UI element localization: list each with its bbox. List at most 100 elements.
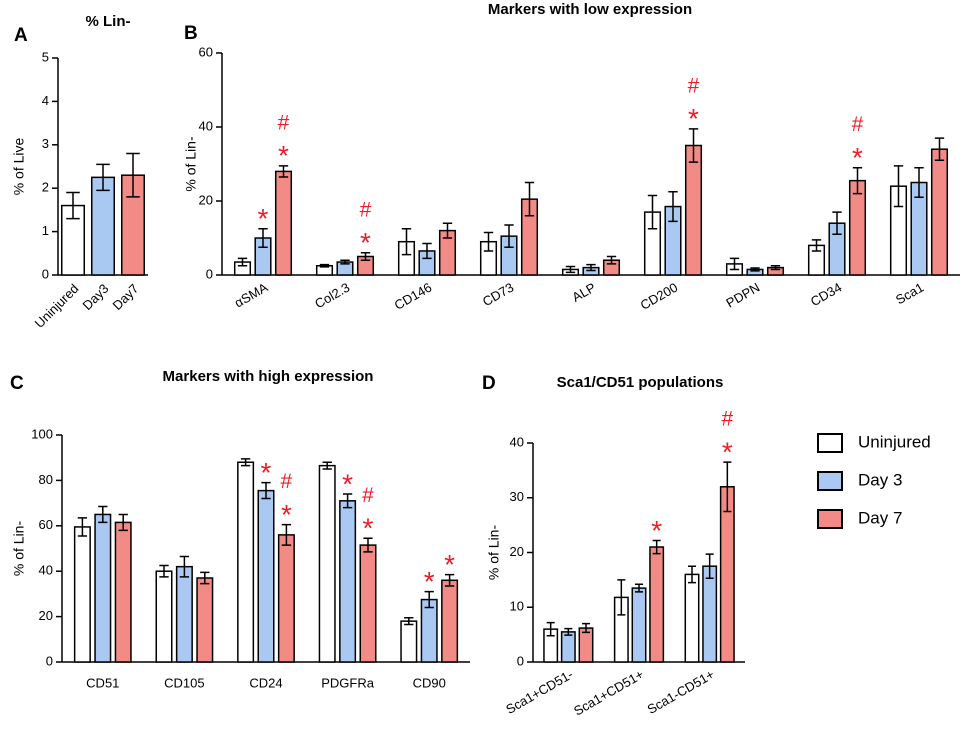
annotation: # xyxy=(362,484,374,507)
panel-label: C xyxy=(10,373,24,394)
annotation: * xyxy=(261,457,272,488)
bar xyxy=(155,570,173,663)
error-bar xyxy=(179,555,190,578)
error-bar xyxy=(524,181,535,217)
y-tick-label: 20 xyxy=(39,608,53,623)
error-bar xyxy=(340,259,350,265)
x-tick-label: ALP xyxy=(569,280,598,305)
panel-label: D xyxy=(482,373,496,394)
x-tick-label: PDPN xyxy=(723,280,762,311)
panel-label: A xyxy=(14,25,28,46)
annotation: # xyxy=(278,111,290,134)
bar xyxy=(359,544,377,663)
y-tick-label: 40 xyxy=(199,118,213,133)
bar xyxy=(274,170,293,276)
error-bar xyxy=(688,128,699,163)
legend-swatch xyxy=(817,509,843,529)
annotation: * xyxy=(852,142,863,173)
chart-title: Sca1/CD51 populations xyxy=(557,374,724,391)
bar xyxy=(175,565,193,663)
x-tick-label: Sca1 xyxy=(893,280,926,308)
error-bar xyxy=(668,191,678,223)
bar xyxy=(237,461,255,663)
chart-title: % Lin- xyxy=(86,13,131,30)
error-bar xyxy=(342,493,353,509)
x-tick-label: CD90 xyxy=(413,675,446,690)
error-bar xyxy=(322,461,332,470)
error-bar xyxy=(617,579,626,616)
error-bar xyxy=(483,231,494,252)
bar xyxy=(91,176,115,276)
error-bar xyxy=(118,513,128,532)
error-bar xyxy=(914,166,924,199)
annotation: # xyxy=(688,74,700,97)
error-bar xyxy=(606,255,617,265)
bar xyxy=(631,587,647,663)
x-tick-label: αSMA xyxy=(232,279,271,310)
annotation: * xyxy=(444,549,455,580)
legend-label: Uninjured xyxy=(858,432,931,451)
x-tick-label: CD51 xyxy=(86,675,119,690)
bar xyxy=(196,577,214,663)
error-bar xyxy=(934,137,945,162)
error-bar xyxy=(546,621,555,637)
error-bar xyxy=(893,165,904,208)
error-bar xyxy=(281,523,292,546)
annotation: # xyxy=(281,470,293,493)
error-bar xyxy=(770,265,781,271)
error-bar xyxy=(750,267,760,272)
x-tick-label: CD34 xyxy=(808,280,844,310)
panel-label: B xyxy=(184,23,198,44)
error-bar xyxy=(422,242,432,260)
bar xyxy=(719,486,735,663)
chart-title: Markers with low expression xyxy=(488,1,692,18)
error-bar xyxy=(404,616,414,626)
error-bar xyxy=(77,517,88,537)
error-bar xyxy=(811,239,822,252)
annotation: * xyxy=(258,203,269,234)
bar xyxy=(73,526,91,663)
bar xyxy=(94,513,112,663)
error-bar xyxy=(852,166,863,195)
annotation: * xyxy=(424,566,435,597)
error-bar xyxy=(240,458,251,467)
annotation: # xyxy=(852,113,864,136)
bar xyxy=(114,521,132,663)
error-bar xyxy=(237,257,248,267)
error-bar xyxy=(687,565,697,584)
y-axis-label: % of Live xyxy=(11,137,27,195)
error-bar xyxy=(98,505,108,524)
error-bar xyxy=(200,571,210,585)
error-bar xyxy=(723,461,732,513)
bar xyxy=(684,144,703,276)
bar xyxy=(339,500,357,663)
bar xyxy=(702,565,718,663)
error-bar xyxy=(363,537,373,553)
y-tick-label: 5 xyxy=(42,49,49,64)
error-bar xyxy=(319,263,330,268)
error-bar xyxy=(729,257,740,271)
x-tick-label: Col2.3 xyxy=(312,280,352,312)
annotation: * xyxy=(342,468,353,499)
y-tick-label: 0 xyxy=(42,266,49,281)
x-tick-label: Sca1+CD51- xyxy=(503,667,575,717)
legend-label: Day 3 xyxy=(858,470,902,489)
x-tick-label: Sca1+CD51+ xyxy=(571,667,646,719)
bar xyxy=(441,579,459,663)
bar xyxy=(400,620,418,663)
y-tick-label: 80 xyxy=(39,472,53,487)
error-bar xyxy=(278,165,289,178)
annotation: * xyxy=(651,515,662,546)
y-axis-label: % of Lin- xyxy=(183,136,199,192)
error-bar xyxy=(401,228,412,256)
error-bar xyxy=(705,553,714,579)
legend-label: Day 7 xyxy=(858,508,902,527)
legend-swatch xyxy=(817,471,843,491)
y-tick-label: 100 xyxy=(31,426,53,441)
y-tick-label: 0 xyxy=(206,266,213,281)
y-tick-label: 60 xyxy=(39,517,53,532)
error-bar xyxy=(504,224,514,248)
x-tick-label: PDGFRa xyxy=(321,675,375,690)
error-bar xyxy=(261,481,271,500)
